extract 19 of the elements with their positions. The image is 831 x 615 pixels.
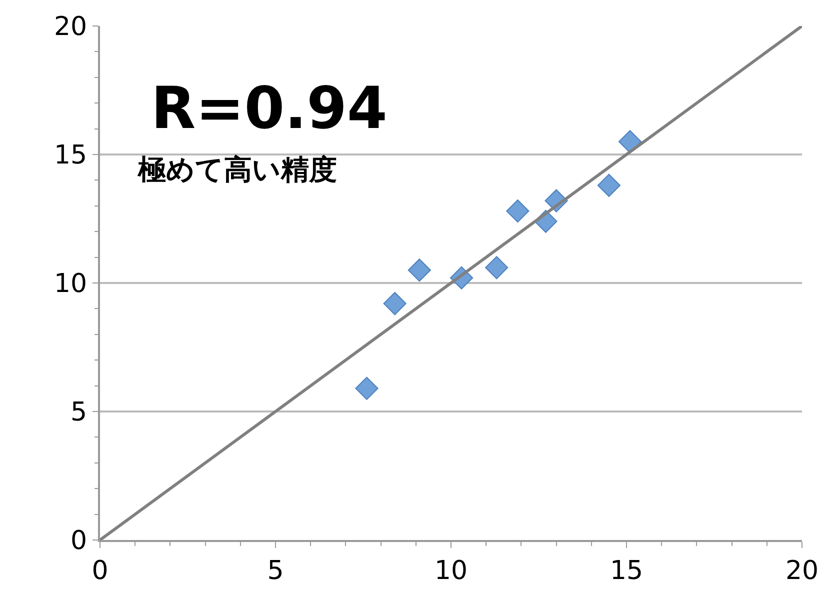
annotation: R=0.94 — [151, 74, 388, 142]
y-tick-label: 15 — [54, 140, 88, 171]
point — [383, 292, 406, 316]
y-tick-label: 0 — [70, 526, 88, 556]
x-tick-label: 0 — [92, 556, 108, 586]
x-tick-label: 10 — [434, 556, 468, 586]
x-tick-label: 20 — [785, 556, 819, 586]
point — [355, 376, 378, 400]
annotation: 極めて高い精度 — [137, 153, 337, 186]
y-tick-label: 5 — [70, 398, 88, 428]
point — [597, 174, 620, 197]
y-tick-label: 20 — [54, 12, 88, 42]
x-tick-label: 5 — [267, 556, 284, 586]
point — [485, 256, 508, 280]
x-tick-label: 15 — [610, 556, 644, 586]
point — [506, 199, 530, 223]
point — [408, 258, 431, 282]
y-tick-label: 10 — [54, 269, 88, 300]
point — [618, 130, 642, 154]
